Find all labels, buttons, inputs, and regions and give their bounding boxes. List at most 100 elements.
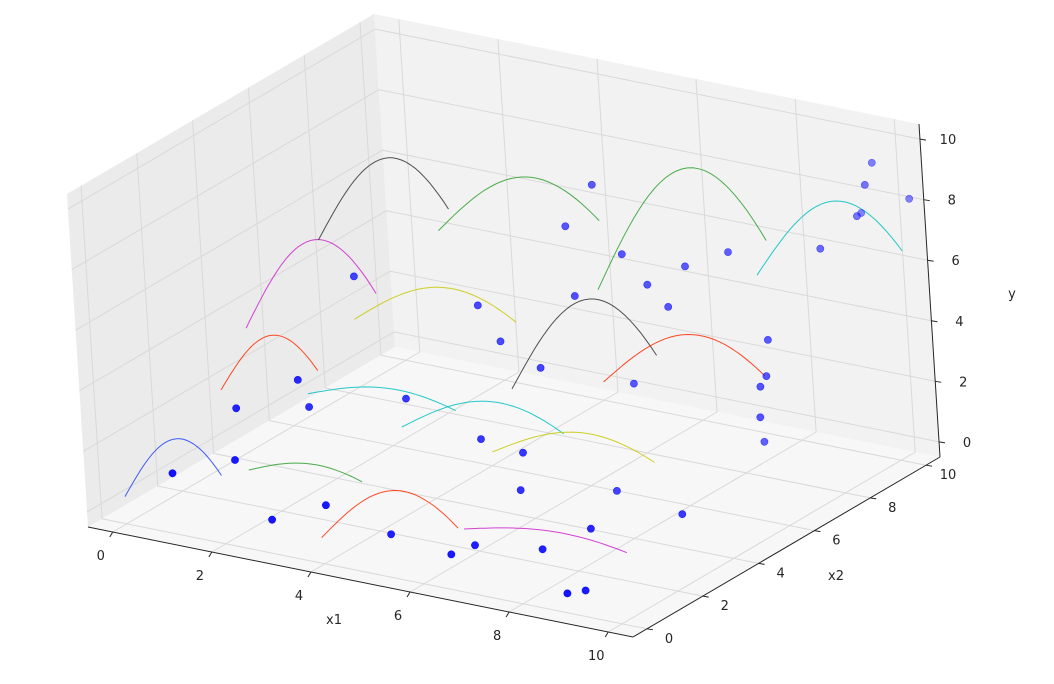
y-tick-mark — [925, 464, 933, 467]
y-tick-mark — [870, 497, 877, 500]
y-tick-mark — [646, 628, 654, 631]
scatter-point — [681, 262, 689, 271]
curve-line — [248, 462, 363, 483]
z-tick-mark — [931, 320, 938, 323]
curve-line — [401, 400, 564, 435]
z-axis-label: y — [1008, 287, 1016, 302]
scatter-point — [232, 404, 241, 413]
scatter-point — [538, 545, 547, 554]
scatter-point — [402, 394, 410, 403]
curve-line — [245, 239, 377, 329]
curve-line — [354, 286, 517, 323]
grid-x — [607, 118, 916, 633]
scatter-point — [293, 375, 302, 384]
axes-panes — [67, 14, 940, 637]
curve-line — [124, 438, 222, 497]
grid-z — [67, 28, 921, 210]
scatter-point — [664, 302, 673, 311]
z-tick-label: 4 — [955, 315, 963, 330]
grid-z — [75, 149, 928, 331]
grid-x — [310, 58, 619, 573]
y-tick-label: 2 — [721, 599, 729, 614]
x-tick-label: 6 — [394, 609, 402, 624]
grid-z — [79, 210, 932, 392]
x-tick-label: 10 — [588, 649, 605, 664]
curve-line — [492, 431, 655, 463]
scatter-point — [617, 250, 626, 259]
grid-y — [359, 22, 927, 466]
y-tick-label: 6 — [832, 534, 840, 549]
grid-x — [508, 98, 817, 613]
scatter-point — [760, 437, 769, 446]
scatter-point — [447, 550, 456, 559]
x-tick-label: 2 — [196, 569, 204, 584]
tick-labels: 0 2 4 6 8 10 0 2 4 6 8 10 0 2 4 6 8 10 — [97, 133, 972, 664]
z-tick-label: 6 — [951, 254, 959, 269]
scatter-point — [349, 272, 358, 281]
scatter-point — [231, 456, 239, 464]
axis-lines — [87, 123, 941, 638]
grid-y — [80, 185, 648, 630]
x-tick-mark — [208, 551, 213, 558]
scatter-point — [587, 180, 596, 189]
scatter-point — [561, 222, 570, 231]
scatter-point — [867, 158, 876, 167]
grid-x — [112, 18, 421, 533]
scatter-point — [563, 589, 572, 598]
x-tick-mark — [505, 611, 510, 618]
y-axis-label: x2 — [828, 569, 844, 584]
z-tick-label: 8 — [948, 194, 956, 209]
x-axis-label: x1 — [326, 613, 342, 628]
curve-series — [124, 157, 903, 554]
z-tick-mark — [938, 441, 946, 444]
scatter-point — [678, 510, 687, 518]
scatter-points — [168, 158, 914, 598]
curve-line — [597, 167, 767, 290]
scatter-point — [764, 335, 772, 344]
z-tick-label: 0 — [963, 436, 971, 451]
x-tick-mark — [307, 571, 312, 578]
curve-line — [603, 333, 765, 383]
scatter-point — [268, 515, 276, 524]
scatter-point — [471, 541, 479, 550]
pane-left — [67, 14, 395, 527]
scatter-point — [581, 586, 590, 595]
z-tick-label: 2 — [959, 375, 967, 390]
pane-back — [374, 14, 940, 457]
x-tick-mark — [604, 631, 609, 638]
pane-floor — [88, 347, 940, 637]
grid-y — [192, 120, 759, 564]
y-tick-label: 0 — [665, 632, 673, 647]
scatter-point — [613, 486, 621, 495]
scatter-point — [905, 194, 914, 203]
grid-z — [71, 89, 924, 271]
x-tick-mark — [109, 531, 114, 538]
grid-lines — [67, 18, 940, 633]
scatter-point — [816, 244, 825, 253]
scatter-point — [762, 372, 771, 380]
x-axis-line — [87, 526, 634, 638]
y-tick-label: 8 — [888, 501, 896, 516]
scatter-point — [587, 524, 595, 533]
y-tick-mark — [758, 562, 765, 565]
scatter-point — [473, 301, 482, 310]
y-tick-label: 10 — [940, 468, 957, 483]
curve-line — [220, 334, 319, 391]
z-tick-mark — [919, 138, 927, 141]
scatter-point — [305, 403, 313, 411]
scatter-point — [643, 280, 652, 289]
grid-y — [136, 153, 703, 597]
scatter-point — [724, 248, 732, 256]
z-tick-label: 10 — [940, 133, 957, 148]
scatter-point — [756, 382, 765, 391]
scatter-point — [496, 337, 505, 346]
y-tick-mark — [702, 595, 709, 598]
curve-line — [321, 489, 459, 538]
grid-x — [211, 38, 520, 553]
scatter-point — [570, 292, 579, 300]
scatter-point — [853, 212, 861, 221]
scatter-point — [477, 435, 485, 443]
scatter-point — [519, 448, 527, 457]
scatter-point — [536, 363, 545, 372]
